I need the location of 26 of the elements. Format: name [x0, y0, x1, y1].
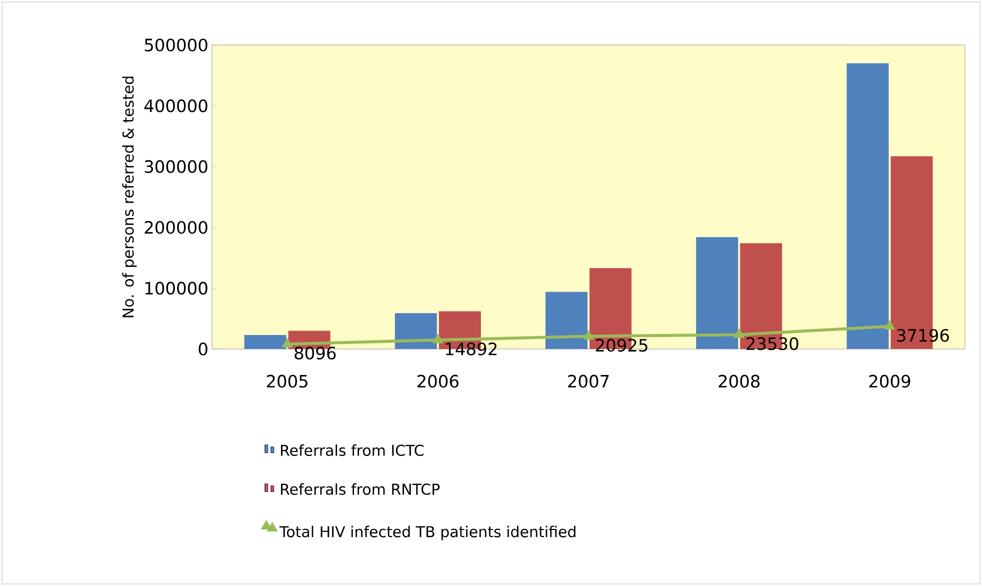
x-tick-label: 2009 [869, 374, 910, 388]
legend-label: Referrals from RNTCP [281, 483, 440, 495]
bar [846, 63, 889, 349]
x-tick-label: 2008 [718, 374, 760, 388]
point [884, 320, 896, 330]
legend-label: Referrals from ICTC [281, 444, 424, 456]
y-tick-label: 100000 [145, 282, 208, 295]
x-tick-label: 2005 [266, 374, 308, 388]
point [583, 330, 594, 340]
bar [394, 313, 437, 349]
y-axis-title: No. of persons referred & tested [122, 76, 137, 318]
x-tick-label: 2006 [418, 374, 458, 388]
legend-label: Total HIV infected TB patients identified [279, 526, 576, 540]
bar [696, 237, 738, 349]
y-tick-label: 200000 [144, 220, 208, 234]
point [282, 338, 293, 348]
y-tick-label: 300000 [144, 160, 208, 174]
data-label: 8096 [294, 346, 336, 360]
bar [244, 335, 286, 349]
y-tick-label: 400000 [144, 99, 208, 112]
bar [546, 292, 588, 349]
point [734, 328, 745, 338]
point [432, 334, 444, 344]
y-tick-label: 0 [198, 342, 208, 356]
x-tick-label: 2007 [568, 374, 609, 388]
y-tick-label: 500000 [144, 38, 208, 52]
